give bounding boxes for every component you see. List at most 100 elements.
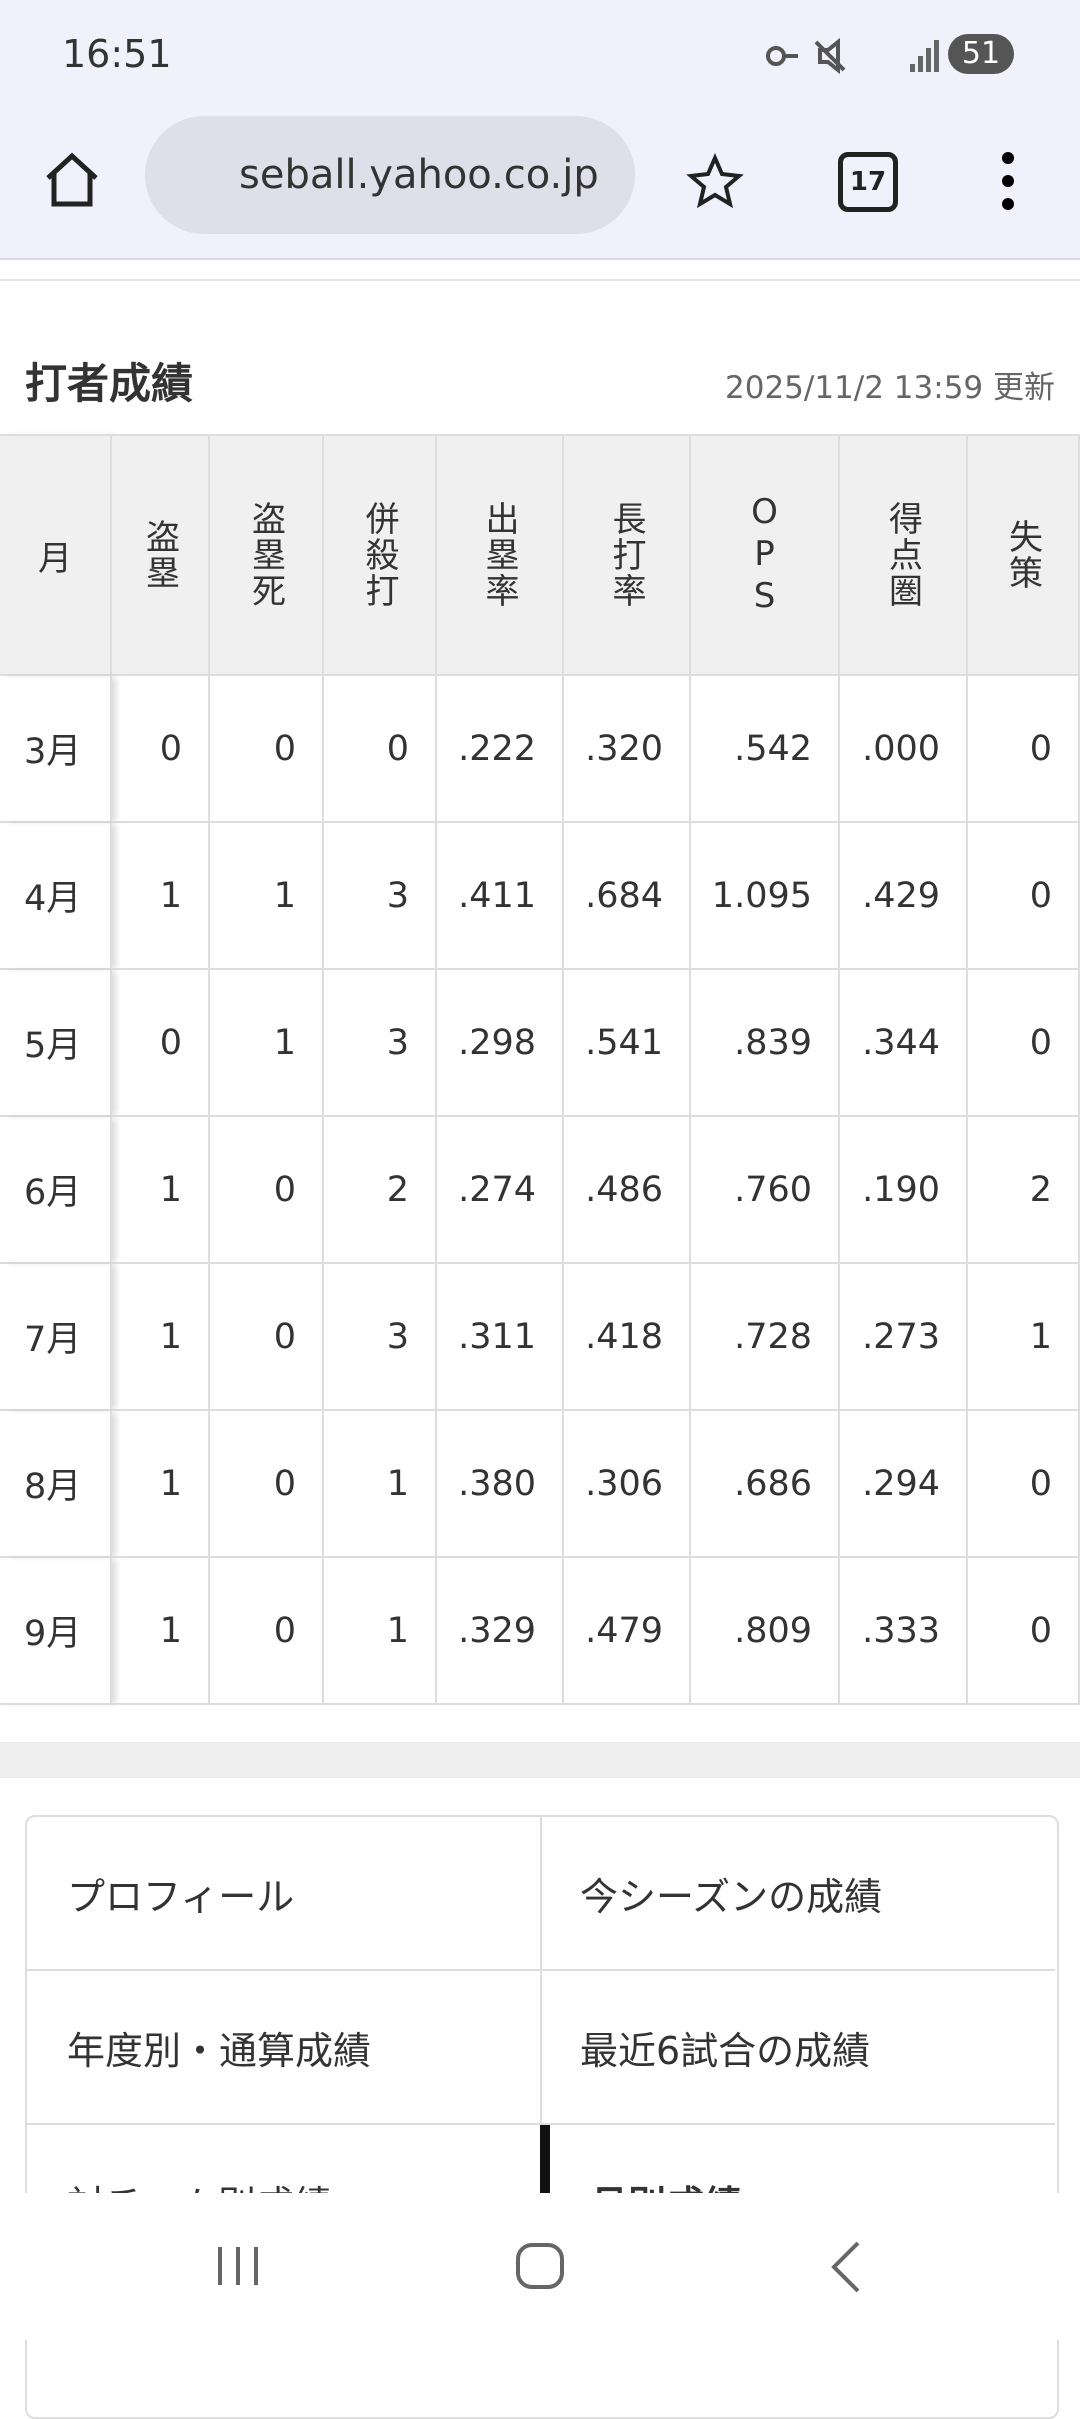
cell: .333 (840, 1558, 968, 1705)
cell: .273 (840, 1264, 968, 1411)
home-button[interactable] (40, 148, 104, 212)
menu-item[interactable]: 最近6試合の成績 (540, 1971, 1055, 2125)
cell: 0 (210, 1558, 324, 1705)
menu-item[interactable]: 今シーズンの成績 (540, 1817, 1055, 1971)
header-text: 失策 (1002, 519, 1043, 591)
battery: 51 (948, 34, 1014, 74)
header-text: 得点圏 (882, 501, 923, 609)
row-label: 7月 (0, 1264, 112, 1411)
cell: 3 (324, 823, 437, 970)
cell: 0 (210, 1264, 324, 1411)
cell: .429 (840, 823, 968, 970)
cell: 1 (112, 1558, 210, 1705)
cell: .380 (437, 1411, 564, 1558)
header-text: 盗塁死 (245, 501, 286, 609)
row-label: 8月 (0, 1411, 112, 1558)
column-header: OPS (691, 434, 840, 676)
cell: .479 (564, 1558, 691, 1705)
column-header: 盗塁 (112, 434, 210, 676)
cell: 3 (324, 970, 437, 1117)
row-label: 9月 (0, 1558, 112, 1705)
cell: .311 (437, 1264, 564, 1411)
cell: 1 (112, 1117, 210, 1264)
cell: .486 (564, 1117, 691, 1264)
cell: .839 (691, 970, 840, 1117)
header-text: 長打率 (606, 501, 646, 609)
menu-item[interactable]: プロフィール (27, 1817, 542, 1971)
column-header: 出塁率 (437, 434, 564, 676)
cell: .542 (691, 676, 840, 823)
header-text: 盗塁 (139, 519, 180, 591)
column-header: 長打率 (564, 434, 691, 676)
cell: .306 (564, 1411, 691, 1558)
cell: 1 (324, 1411, 437, 1558)
cell: .294 (840, 1411, 968, 1558)
header-text: 月 (38, 538, 72, 579)
cell: 0 (210, 1117, 324, 1264)
cell: 2 (324, 1117, 437, 1264)
header-text: 併殺打 (359, 501, 399, 609)
cell: .418 (564, 1264, 691, 1411)
cell: 0 (324, 676, 437, 823)
row-label: 4月 (0, 823, 112, 970)
column-header: 得点圏 (840, 434, 968, 676)
cell: 0 (968, 676, 1080, 823)
cell: 1 (210, 970, 324, 1117)
cell: .541 (564, 970, 691, 1117)
cell: 0 (210, 676, 324, 823)
cell: 0 (968, 1411, 1080, 1558)
cell: 0 (968, 1558, 1080, 1705)
cell: 0 (968, 823, 1080, 970)
cell: 0 (210, 1411, 324, 1558)
status-icons (766, 37, 939, 75)
menu-item[interactable]: 年度別・通算成績 (27, 1971, 542, 2125)
cell: .298 (437, 970, 564, 1117)
column-header: 併殺打 (324, 434, 437, 676)
cell: .000 (840, 676, 968, 823)
tab-count[interactable]: 17 (838, 152, 898, 212)
cell: .728 (691, 1264, 840, 1411)
cell: 0 (112, 970, 210, 1117)
column-header: 盗塁死 (210, 434, 324, 676)
nav-icons (218, 2241, 860, 2293)
updated: 2025/11/2 13:59 更新 (725, 370, 1055, 406)
cell: .809 (691, 1558, 840, 1705)
cell: 1 (324, 1558, 437, 1705)
cell: 1 (112, 1411, 210, 1558)
cell: .320 (564, 676, 691, 823)
bookmark-button[interactable] (685, 152, 745, 212)
gap-band (0, 1742, 1080, 1778)
cell: 1 (112, 823, 210, 970)
cell: .411 (437, 823, 564, 970)
column-header: 月 (0, 434, 112, 676)
header-text: OPS (744, 492, 785, 618)
cell: 1 (210, 823, 324, 970)
time: 16:51 (62, 32, 172, 76)
cell: .344 (840, 970, 968, 1117)
browser-bar: seball.yahoo.co.jp 17 (0, 112, 1080, 260)
cell: 0 (112, 676, 210, 823)
status-bar: 16:51 51 (0, 0, 1080, 112)
url-bar[interactable]: seball.yahoo.co.jp (145, 116, 635, 234)
cell: .222 (437, 676, 564, 823)
section-title: 打者成績 (25, 359, 194, 408)
cell: 2 (968, 1117, 1080, 1264)
column-header: 失策 (968, 434, 1080, 676)
cell: 1 (112, 1264, 210, 1411)
cell: .760 (691, 1117, 840, 1264)
row-label: 6月 (0, 1117, 112, 1264)
header-text: 出塁率 (479, 501, 519, 609)
menu-button[interactable] (996, 148, 1020, 214)
cell: .274 (437, 1117, 564, 1264)
cell: .686 (691, 1411, 840, 1558)
row-label: 5月 (0, 970, 112, 1117)
row-label: 3月 (0, 676, 112, 823)
cell: .329 (437, 1558, 564, 1705)
nav-bar (0, 2193, 1080, 2340)
cell: 3 (324, 1264, 437, 1411)
cell: .190 (840, 1117, 968, 1264)
cell: 1.095 (691, 823, 840, 970)
cell: 0 (968, 970, 1080, 1117)
cell: .684 (564, 823, 691, 970)
